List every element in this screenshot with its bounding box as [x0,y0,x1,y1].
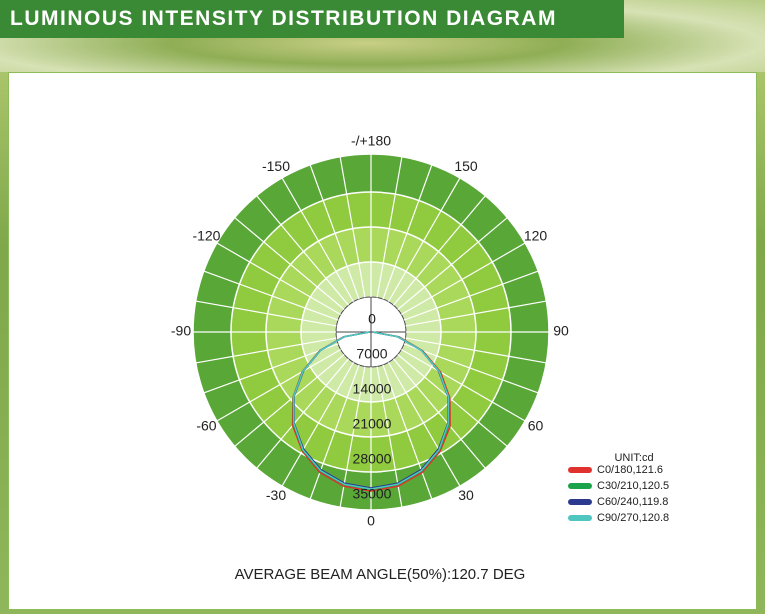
spoke [401,242,526,316]
theta-tick-label: 0 [367,513,375,529]
legend-label: C0/180,121.6 [597,464,663,476]
r-tick-label: 7000 [356,346,387,362]
spoke [234,217,345,310]
spoke [234,354,345,447]
spoke [256,195,349,306]
theta-tick-label: 150 [454,158,478,174]
spoke [216,348,341,422]
spoke [393,358,486,469]
spoke [403,270,539,321]
spoke [309,164,360,300]
spoke [203,270,339,321]
r-tick-label: 0 [368,311,376,327]
spoke [281,362,355,487]
theta-tick-label: 30 [458,487,474,503]
spoke [387,362,461,487]
footer: AVERAGE BEAM ANGLE(50%):120.7 DEG [235,566,526,583]
r-tick-label: 21000 [353,416,392,432]
spoke [339,156,366,298]
spoke [405,337,547,364]
legend-label: C60/240,119.8 [597,496,668,508]
spoke [281,177,355,302]
theta-tick-label: -/+180 [351,133,391,149]
spoke [203,343,339,394]
legend-swatch [568,515,592,521]
theta-tick-label: -120 [192,228,220,244]
r-tick-label: 14000 [353,381,392,397]
spoke [405,300,547,327]
spoke [382,364,433,500]
chart-title: LUMINOUS INTENSITY DISTRIBUTION DIAGRAM [0,0,624,38]
spoke [195,300,337,327]
r-tick-label: 28000 [353,451,392,467]
unit-label: UNIT:cd [614,452,653,464]
spoke [397,217,508,310]
spoke [382,164,433,300]
series-line [292,331,450,490]
legend-swatch [568,483,592,489]
legend-swatch [568,467,592,473]
spoke [256,358,349,469]
theta-tick-label: -60 [196,418,216,434]
theta-tick-label: 120 [524,228,548,244]
spoke [376,156,403,298]
legend-label: C90/270,120.8 [597,512,669,524]
theta-tick-label: 90 [553,323,569,339]
theta-tick-label: 60 [528,418,544,434]
theta-tick-label: -30 [266,487,286,503]
spoke [393,195,486,306]
legend-label: C30/210,120.5 [597,480,669,492]
spoke [403,343,539,394]
spoke [387,177,461,302]
theta-tick-label: -150 [262,158,290,174]
spoke [216,242,341,316]
polar-grid [192,153,550,511]
spoke [401,348,526,422]
spoke [195,337,337,364]
spoke [309,364,360,500]
theta-tick-label: -90 [171,323,191,339]
spoke [397,354,508,447]
legend-swatch [568,499,592,505]
r-tick-label: 35000 [353,486,392,502]
